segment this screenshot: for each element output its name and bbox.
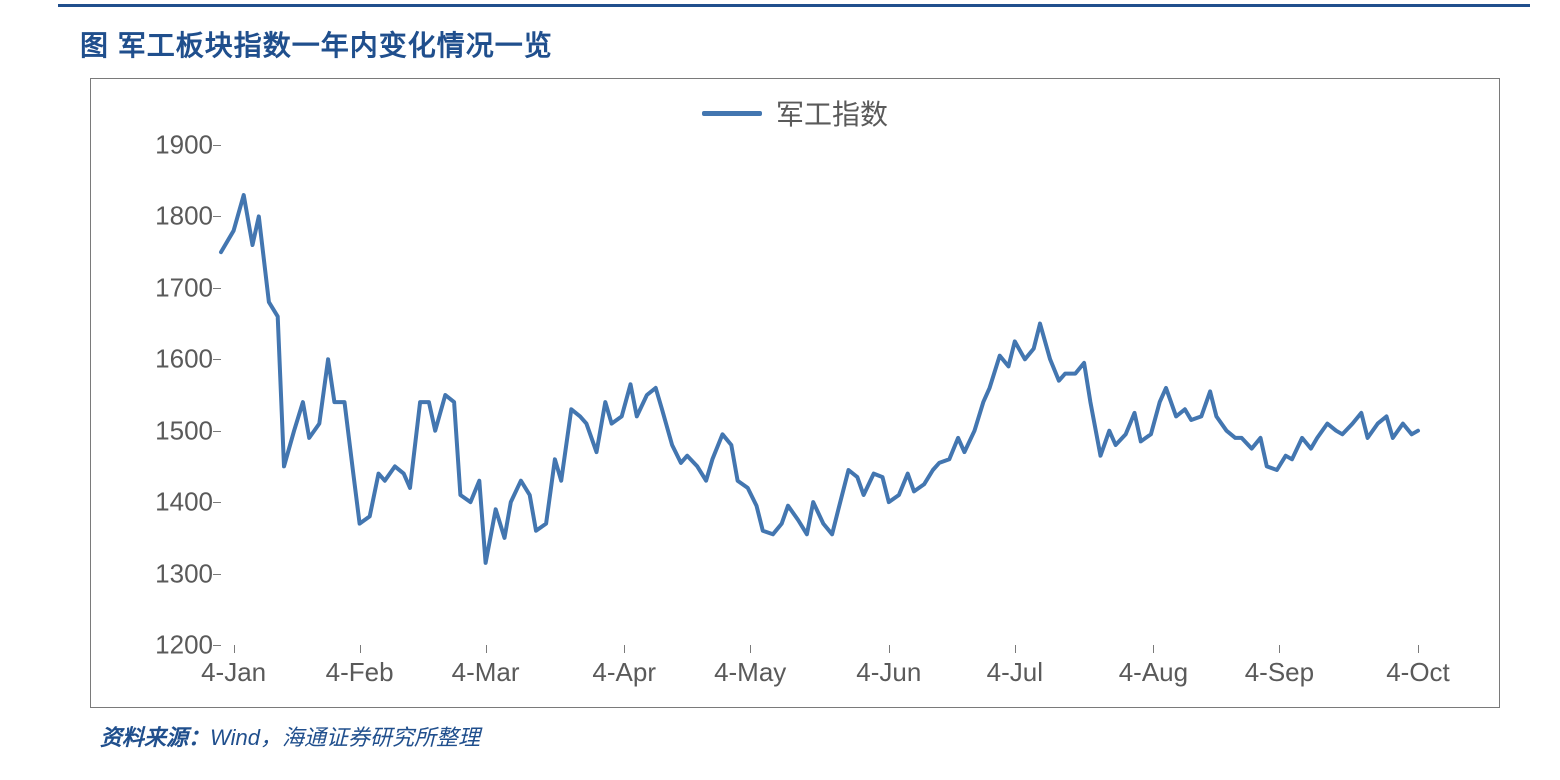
y-axis-tick-mark	[213, 359, 221, 360]
y-axis-tick-mark	[213, 574, 221, 575]
plot-area: 12001300140015001600170018001900 4-Jan4-…	[221, 145, 1481, 645]
y-axis-tick-mark	[213, 145, 221, 146]
y-axis-tick-mark	[213, 502, 221, 503]
x-axis-tick-mark	[1015, 645, 1016, 653]
x-axis-tick-mark	[750, 645, 751, 653]
legend-swatch	[702, 111, 762, 116]
y-axis-tick-label: 1300	[141, 558, 221, 589]
y-axis-tick-mark	[213, 216, 221, 217]
x-axis-tick-mark	[1279, 645, 1280, 653]
y-axis-tick-label: 1900	[141, 130, 221, 161]
x-axis-tick-mark	[234, 645, 235, 653]
chart-title: 图 军工板块指数一年内变化情况一览	[80, 24, 553, 64]
y-axis-tick-mark	[213, 431, 221, 432]
x-axis-tick-mark	[486, 645, 487, 653]
source-label: 资料来源：	[100, 725, 210, 750]
y-axis-tick-label: 1400	[141, 487, 221, 518]
x-axis-tick-mark	[1153, 645, 1154, 653]
legend: 军工指数	[702, 93, 888, 133]
x-axis-tick-mark	[624, 645, 625, 653]
y-axis-tick-mark	[213, 288, 221, 289]
top-divider	[58, 4, 1530, 7]
y-axis-tick-label: 1700	[141, 272, 221, 303]
x-axis-tick-mark	[360, 645, 361, 653]
y-axis-tick-label: 1500	[141, 415, 221, 446]
chart-frame: 军工指数 12001300140015001600170018001900 4-…	[90, 78, 1500, 708]
line-series	[221, 145, 1481, 645]
legend-label: 军工指数	[776, 93, 888, 133]
source-text: Wind，海通证券研究所整理	[210, 725, 480, 750]
x-axis-tick-mark	[889, 645, 890, 653]
y-axis-tick-label: 1600	[141, 344, 221, 375]
source-line: 资料来源：Wind，海通证券研究所整理	[100, 720, 480, 752]
x-axis-tick-mark	[1418, 645, 1419, 653]
y-axis-tick-label: 1800	[141, 201, 221, 232]
